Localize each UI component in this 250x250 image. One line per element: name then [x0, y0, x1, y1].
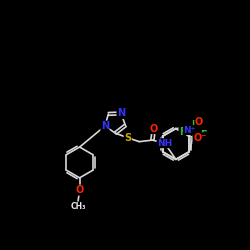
Text: F: F	[179, 127, 186, 137]
Text: NH: NH	[157, 139, 172, 148]
Text: N: N	[101, 121, 109, 131]
Text: F: F	[191, 120, 198, 130]
Text: O: O	[195, 118, 203, 128]
Text: O: O	[76, 185, 84, 195]
Text: O⁻: O⁻	[193, 133, 206, 143]
Text: CH₃: CH₃	[70, 202, 86, 211]
Text: N⁺: N⁺	[184, 126, 196, 134]
Text: N: N	[117, 108, 125, 118]
Text: O: O	[150, 124, 158, 134]
Text: F: F	[200, 130, 207, 140]
Text: S: S	[124, 133, 131, 143]
